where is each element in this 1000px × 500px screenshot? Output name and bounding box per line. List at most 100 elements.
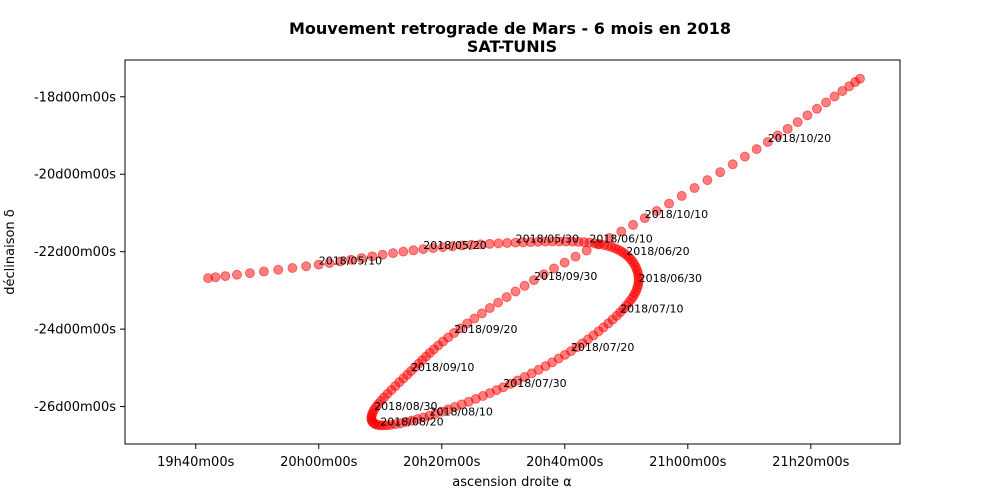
data-point (702, 175, 713, 186)
date-annotation: 2018/08/20 (380, 415, 443, 428)
data-point (428, 243, 439, 254)
data-point (529, 275, 540, 286)
data-point (762, 136, 773, 147)
data-point (510, 286, 521, 297)
date-annotation: 2018/10/10 (645, 208, 708, 221)
date-annotation: 2018/10/20 (768, 132, 831, 145)
data-point (493, 238, 504, 249)
data-point (273, 264, 284, 275)
data-point (593, 239, 604, 250)
date-annotation: 2018/07/20 (571, 341, 634, 354)
data-point (231, 269, 242, 280)
data-point (639, 213, 650, 224)
x-axis: 19h40m00s 20h00m00s 20h20m00s 20h40m00s 21h0… (157, 444, 850, 470)
date-annotation: 2018/07/30 (503, 377, 566, 390)
x-tick-label: 20h00m00s (280, 455, 358, 470)
data-point (651, 206, 662, 217)
data-point (244, 268, 255, 279)
date-annotation: 2018/05/20 (423, 239, 486, 252)
data-point (772, 130, 783, 141)
data-point (210, 272, 221, 283)
annotations-layer: 2018/05/10 2018/05/20 2018/05/30 2018/06/10… (319, 132, 831, 428)
date-annotation: 2018/09/20 (454, 323, 517, 336)
data-point (493, 297, 504, 308)
x-tick-label: 20h20m00s (403, 455, 481, 470)
data-point (792, 117, 803, 128)
data-point (287, 262, 298, 273)
data-point (782, 123, 793, 134)
date-annotation: 2018/06/30 (639, 272, 702, 285)
x-axis-label: ascension droite α (452, 475, 572, 490)
date-annotation: 2018/08/30 (374, 400, 437, 413)
data-point (356, 253, 367, 264)
data-point (549, 263, 560, 274)
data-point (377, 249, 388, 260)
data-point (502, 237, 513, 248)
data-point (581, 245, 592, 256)
y-tick-label: -22d00m00s (34, 245, 116, 260)
data-point (676, 190, 687, 201)
y-tick-label: -26d00m00s (34, 400, 116, 415)
data-point (837, 86, 848, 97)
y-axis-label: déclinaison δ (3, 209, 18, 295)
date-annotation: 2018/08/10 (429, 406, 492, 419)
data-point (388, 248, 399, 259)
data-point (538, 269, 549, 280)
data-point (751, 144, 762, 155)
data-points-layer (203, 73, 866, 431)
y-tick-label: -18d00m00s (34, 90, 116, 105)
date-annotation: 2018/05/10 (319, 255, 382, 268)
y-tick-label: -20d00m00s (34, 168, 116, 183)
data-point (437, 242, 448, 253)
data-point (802, 110, 813, 121)
date-annotation: 2018/06/20 (626, 245, 689, 258)
x-tick-label: 21h20m00s (772, 455, 850, 470)
date-annotation: 2018/09/10 (411, 361, 474, 374)
data-point (324, 258, 335, 269)
date-annotation: 2018/05/30 (516, 233, 579, 246)
data-point (345, 254, 356, 265)
data-point (739, 151, 750, 162)
data-point (501, 292, 512, 303)
data-point (476, 308, 487, 319)
data-point (455, 323, 466, 334)
chart-subtitle: SAT-TUNIS (467, 37, 557, 56)
x-tick-label: 21h00m00s (649, 455, 727, 470)
data-point (727, 159, 738, 170)
data-point (519, 280, 530, 291)
data-point (447, 241, 458, 252)
data-point (829, 91, 840, 102)
data-point (335, 256, 346, 267)
x-tick-label: 20h40m00s (526, 455, 604, 470)
data-point (258, 266, 269, 277)
data-point (628, 219, 639, 230)
data-point (398, 246, 409, 257)
data-point (418, 244, 429, 255)
data-point (604, 233, 615, 244)
data-point (462, 318, 473, 329)
chart-title: Mouvement retrograde de Mars - 6 mois en… (289, 19, 731, 38)
date-annotation: 2018/09/30 (534, 270, 597, 283)
data-point (220, 271, 231, 282)
data-point (408, 245, 419, 256)
x-tick-label: 19h40m00s (157, 455, 235, 470)
data-point (301, 261, 312, 272)
date-annotation: 2018/07/10 (620, 302, 683, 315)
y-axis: -18d00m00s -20d00m00s -22d00m00s -24d00m00s… (34, 90, 125, 415)
data-point (313, 259, 324, 270)
data-point (689, 183, 700, 194)
data-point (570, 251, 581, 262)
data-point (821, 97, 832, 108)
data-point (484, 303, 495, 314)
data-point (616, 226, 627, 237)
data-point (469, 313, 480, 324)
data-point (811, 103, 822, 114)
data-point (715, 167, 726, 178)
data-point (559, 257, 570, 268)
data-point (664, 198, 675, 209)
y-tick-label: -24d00m00s (34, 323, 116, 338)
data-point (855, 73, 866, 84)
data-point (367, 251, 378, 262)
date-annotation: 2018/06/10 (589, 233, 652, 246)
